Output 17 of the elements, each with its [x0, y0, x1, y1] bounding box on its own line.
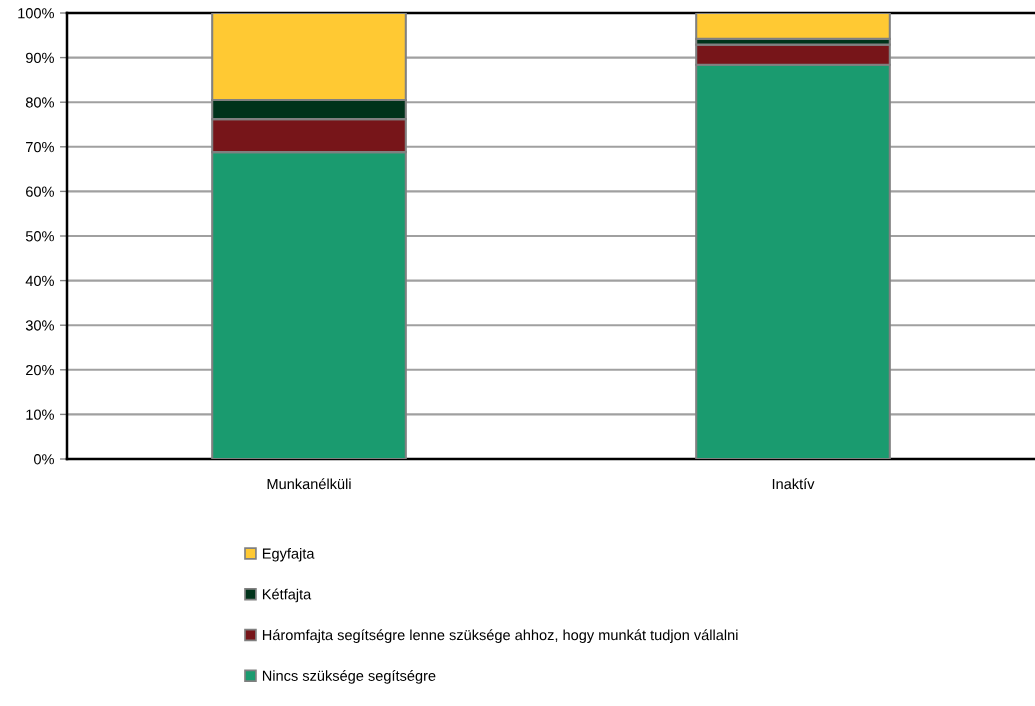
y-tick-label: 20% [26, 364, 54, 376]
legend-label: Nincs szüksége segítségre [262, 670, 436, 684]
legend-label: Egyfajta [262, 548, 315, 562]
legend-label: Háromfajta segítségre lenne szüksége ahhoz, hogy munkát tudjon vállalni [262, 629, 738, 644]
y-tick-label: 60% [26, 186, 54, 197]
legend-label: Kétfajta [262, 588, 312, 603]
x-tick-label: Inaktív [772, 478, 815, 490]
y-tick-label: 90% [26, 52, 54, 64]
y-tick-label: 70% [26, 141, 54, 153]
y-tick-label: 30% [25, 320, 54, 331]
y-tick-label: 50% [25, 231, 54, 242]
y-tick-label: 80% [25, 97, 54, 108]
x-tick-label: Munkanélküli [267, 478, 351, 490]
y-tick-label: 100% [18, 8, 54, 19]
y-tick-label: 10% [26, 409, 54, 420]
y-tick-label: 40% [25, 275, 54, 287]
y-tick-label: 0% [33, 454, 54, 465]
